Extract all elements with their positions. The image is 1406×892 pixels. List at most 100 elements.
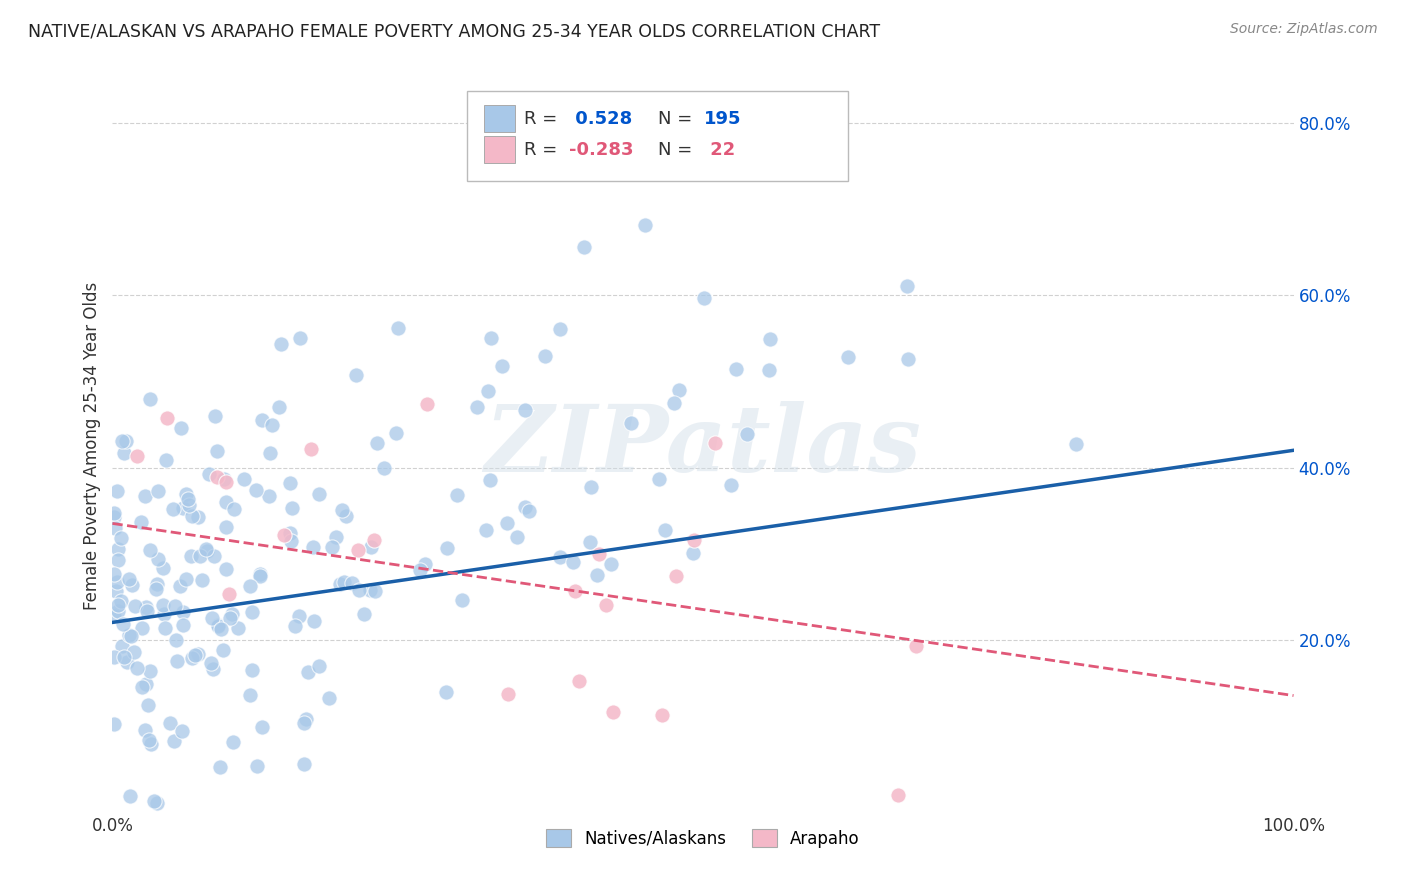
- Point: [620, 416, 643, 430]
- Point: [363, 533, 385, 548]
- Text: R =: R =: [524, 141, 564, 159]
- Point: [304, 614, 326, 628]
- Point: [152, 561, 174, 575]
- Point: [517, 504, 540, 518]
- Point: [174, 572, 197, 586]
- Point: [166, 654, 188, 668]
- Point: [146, 483, 169, 498]
- Point: [146, 796, 169, 810]
- Point: [162, 502, 184, 516]
- Point: [211, 643, 233, 657]
- Point: [550, 322, 572, 336]
- Point: [515, 403, 537, 417]
- Point: [595, 599, 617, 613]
- Point: [329, 577, 352, 591]
- Point: [136, 698, 159, 712]
- Point: [155, 453, 177, 467]
- Point: [335, 509, 357, 524]
- Point: [353, 607, 375, 621]
- Point: [215, 475, 238, 489]
- Point: [107, 604, 129, 618]
- Point: [114, 650, 136, 665]
- Point: [260, 417, 283, 432]
- Point: [239, 579, 262, 593]
- Point: [896, 278, 918, 293]
- Point: [187, 647, 209, 661]
- Point: [218, 611, 240, 625]
- Point: [103, 567, 125, 582]
- Point: [359, 582, 381, 597]
- Point: [180, 509, 202, 524]
- Text: 0.528: 0.528: [569, 110, 633, 128]
- Text: N =: N =: [658, 141, 697, 159]
- Point: [153, 607, 176, 621]
- Point: [491, 359, 513, 373]
- Point: [198, 467, 221, 482]
- Point: [215, 494, 238, 508]
- Point: [581, 480, 603, 494]
- Point: [602, 705, 624, 719]
- Point: [475, 523, 498, 537]
- Point: [183, 648, 205, 662]
- Text: 22: 22: [704, 141, 735, 159]
- Point: [104, 521, 127, 535]
- Point: [505, 530, 527, 544]
- Point: [273, 528, 295, 542]
- Point: [280, 534, 302, 549]
- Point: [131, 621, 153, 635]
- Point: [207, 619, 229, 633]
- Point: [145, 582, 167, 596]
- Point: [364, 583, 387, 598]
- Point: [188, 549, 211, 563]
- Text: 195: 195: [704, 110, 742, 128]
- Point: [651, 708, 673, 723]
- Point: [373, 460, 395, 475]
- Point: [172, 618, 194, 632]
- Point: [294, 716, 316, 731]
- Point: [174, 487, 197, 501]
- Point: [146, 576, 169, 591]
- Point: [479, 331, 502, 345]
- Point: [110, 594, 132, 608]
- Point: [136, 604, 159, 618]
- Point: [207, 617, 229, 632]
- Point: [318, 690, 340, 705]
- Point: [233, 472, 256, 486]
- Point: [125, 660, 148, 674]
- Point: [321, 540, 343, 554]
- Point: [159, 716, 181, 731]
- Point: [226, 621, 249, 635]
- Point: [634, 218, 657, 232]
- Point: [897, 352, 920, 367]
- Point: [340, 576, 363, 591]
- Point: [245, 483, 267, 498]
- Point: [131, 680, 153, 694]
- Point: [172, 500, 194, 515]
- Text: R =: R =: [524, 110, 564, 128]
- Point: [205, 469, 228, 483]
- Point: [138, 664, 160, 678]
- Point: [202, 549, 225, 563]
- Point: [152, 598, 174, 612]
- Text: N =: N =: [658, 110, 697, 128]
- Point: [103, 510, 125, 524]
- Point: [302, 540, 325, 554]
- Point: [103, 649, 125, 664]
- Point: [561, 555, 583, 569]
- Point: [682, 546, 704, 560]
- Point: [212, 472, 235, 486]
- Point: [207, 444, 229, 458]
- Point: [239, 688, 262, 702]
- Text: NATIVE/ALASKAN VS ARAPAHO FEMALE POVERTY AMONG 25-34 YEAR OLDS CORRELATION CHART: NATIVE/ALASKAN VS ARAPAHO FEMALE POVERTY…: [28, 22, 880, 40]
- Point: [120, 789, 142, 803]
- Point: [409, 563, 432, 577]
- Point: [155, 410, 177, 425]
- Point: [662, 396, 685, 410]
- Point: [110, 531, 132, 545]
- Point: [139, 392, 162, 407]
- Point: [837, 350, 859, 364]
- Point: [200, 611, 222, 625]
- Point: [111, 639, 134, 653]
- Point: [259, 446, 281, 460]
- Point: [252, 720, 274, 734]
